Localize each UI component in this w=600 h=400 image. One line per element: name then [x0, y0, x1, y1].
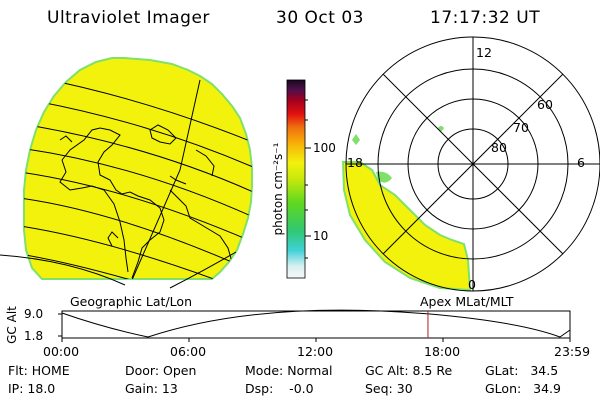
mlat-label-60: 60	[537, 97, 553, 112]
earth-image	[0, 57, 253, 289]
mlt-label-0: 0	[468, 277, 476, 292]
orbit-altitude-curve	[61, 309, 571, 338]
altitude-ytick-high: 9.0	[24, 307, 44, 321]
mlt-label-6: 6	[577, 155, 585, 170]
time-label: 17:17:32 UT	[430, 8, 541, 28]
colorbar-tick-100: 100	[313, 141, 336, 155]
coastline	[59, 159, 129, 273]
status-dsp: Dsp: -0.0	[245, 381, 314, 396]
altitude-ytick-low: 1.8	[24, 329, 44, 343]
meridian-line	[131, 79, 201, 279]
status-glat: GLat: 34.5	[485, 363, 559, 378]
date-label: 30 Oct 03	[276, 8, 364, 28]
mlt-label-12: 12	[476, 45, 492, 60]
coastline	[195, 149, 215, 177]
altitude-ylabel: GC Alt	[5, 306, 19, 344]
mlt-label-18: 18	[347, 155, 363, 170]
status-door: Door: Open	[125, 363, 197, 378]
polar-panel-label: Apex MLat/MLT	[420, 294, 514, 309]
time-tick-0600: 06:00	[170, 344, 207, 359]
latitude-line	[24, 147, 252, 221]
emission-spot	[376, 171, 392, 183]
coastline	[169, 175, 187, 185]
coastline	[59, 135, 73, 143]
latitude-line	[29, 99, 252, 171]
status-ip: IP: 18.0	[8, 381, 56, 396]
emission-spot	[438, 126, 444, 131]
status-flt: Flt: HOME	[8, 363, 70, 378]
colorbar-tick-10: 10	[313, 229, 329, 243]
colorbar-unit-label: photon cm⁻²s⁻¹	[271, 142, 285, 236]
mlat-label-70: 70	[513, 120, 529, 135]
horizon-line	[0, 254, 126, 286]
coastline	[61, 127, 165, 279]
geo-panel-label: Geographic Lat/Lon	[70, 294, 192, 309]
status-mode: Mode: Normal	[245, 363, 333, 378]
time-tick-2359: 23:59	[554, 344, 591, 359]
latitude-line	[24, 225, 231, 279]
time-tick-0000: 00:00	[43, 344, 80, 359]
status-gc-alt: GC Alt: 8.5 Re	[365, 363, 453, 378]
terminator-line	[169, 251, 237, 289]
coastline	[149, 124, 177, 145]
status-gain: Gain: 13	[125, 381, 178, 396]
emission-spot	[352, 134, 360, 145]
time-tick-1800: 18:00	[424, 344, 461, 359]
mlat-label-80: 80	[491, 140, 507, 155]
latitude-line	[24, 197, 251, 271]
colorbar	[286, 79, 311, 279]
altitude-plot	[58, 309, 571, 342]
polar-plot	[341, 36, 600, 292]
latitude-line	[24, 171, 252, 246]
instrument-title: Ultraviolet Imager	[47, 8, 210, 28]
latitude-line	[24, 253, 181, 279]
status-seq: Seq: 30	[365, 381, 413, 396]
latitude-line	[24, 123, 252, 196]
coastline	[107, 231, 119, 247]
status-glon: GLon: 34.9	[485, 381, 561, 396]
latitude-line	[39, 77, 252, 146]
time-tick-1200: 12:00	[297, 344, 334, 359]
